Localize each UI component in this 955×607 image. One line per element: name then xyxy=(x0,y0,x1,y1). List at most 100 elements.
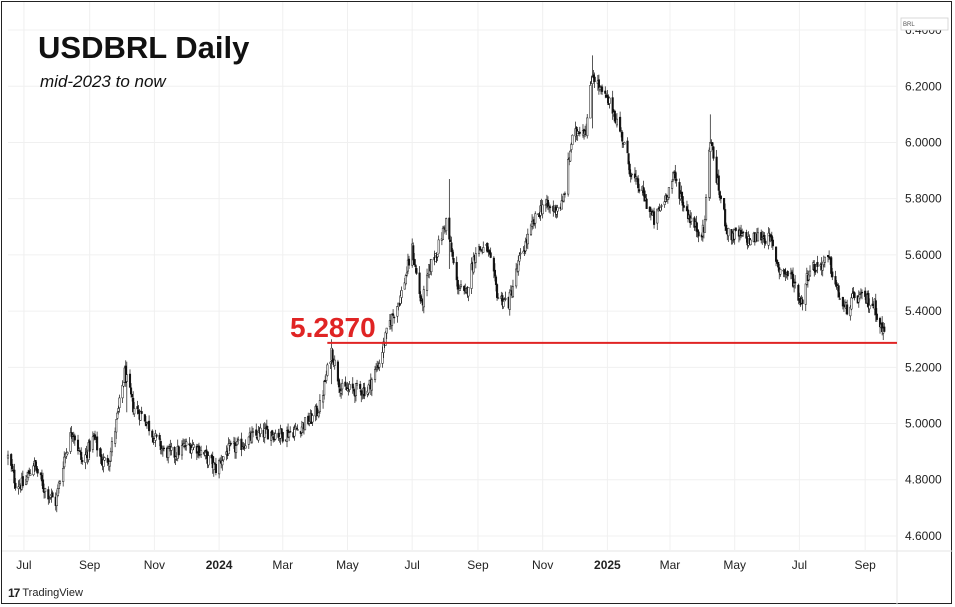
candle-body xyxy=(117,408,120,412)
candle-body xyxy=(659,207,662,211)
candle-body xyxy=(130,387,133,395)
candle-body xyxy=(27,472,30,478)
candle-body xyxy=(378,363,381,368)
candle-body xyxy=(114,431,117,444)
candle-body xyxy=(41,479,45,489)
candle-body xyxy=(853,292,856,299)
candle-body xyxy=(745,232,748,239)
candle-body xyxy=(148,420,151,432)
candle-body xyxy=(131,393,134,397)
candle-body xyxy=(786,271,789,277)
candle-body xyxy=(544,204,547,206)
candle-body xyxy=(39,472,42,476)
candle-body xyxy=(110,441,114,453)
candle-body xyxy=(317,412,320,417)
candle-body xyxy=(723,198,726,210)
candle-body xyxy=(139,411,142,421)
candle-body xyxy=(630,173,633,176)
candle-body xyxy=(734,227,737,231)
candle-body xyxy=(118,397,121,409)
candle-body xyxy=(613,110,616,122)
candle-body xyxy=(212,462,215,471)
candle-body xyxy=(218,460,221,475)
candle-body xyxy=(458,288,461,291)
candle-body xyxy=(237,439,240,442)
candle-body xyxy=(355,383,359,386)
candle-body xyxy=(724,209,727,227)
candle-body xyxy=(58,481,62,484)
candle-body xyxy=(586,117,589,137)
candle-body xyxy=(34,460,37,467)
candle-body xyxy=(493,269,496,277)
candle-body xyxy=(55,493,58,506)
candle-body xyxy=(578,131,581,134)
candle-body xyxy=(725,224,728,231)
candle-body xyxy=(851,293,854,299)
y-tick-label: 5.6000 xyxy=(905,248,942,262)
candle-body xyxy=(367,384,370,394)
x-axis: Jul Sep Nov 2024 Mar May Jul Sep Nov 2025 Mar May Ju… xyxy=(16,558,876,572)
candle-body xyxy=(675,178,678,181)
tradingview-logo[interactable]: 17 TradingView xyxy=(8,586,83,600)
y-tick-label: 6.0000 xyxy=(905,135,942,149)
candle-body xyxy=(874,300,877,316)
candle-body xyxy=(831,271,834,278)
candle-body xyxy=(162,447,165,450)
candle-body xyxy=(837,285,840,298)
candle-body xyxy=(322,395,325,403)
candle-body xyxy=(671,181,674,189)
candle-body xyxy=(289,431,292,433)
candle-body xyxy=(621,132,624,142)
candle-body xyxy=(274,433,277,440)
candle-body xyxy=(864,290,867,297)
candle-body xyxy=(441,227,445,240)
candle-body xyxy=(808,270,812,277)
candle-body xyxy=(14,482,17,489)
y-axis: 6.40006.20006.00005.80005.60005.40005.20… xyxy=(900,17,949,543)
level-label: 5.2870 xyxy=(290,312,376,343)
candle-body xyxy=(606,94,609,97)
candle-body xyxy=(84,454,87,463)
x-tick-label: Nov xyxy=(532,558,553,572)
candle-body xyxy=(108,461,111,467)
candle-body xyxy=(266,429,269,440)
candle-body xyxy=(93,434,97,440)
candle-body xyxy=(449,239,452,242)
candle-body xyxy=(733,229,736,240)
candle-body xyxy=(511,286,515,298)
candle-body xyxy=(351,383,354,389)
candle-body xyxy=(823,256,826,263)
chart-title: USDBRL Daily xyxy=(38,30,250,65)
candle-body xyxy=(571,134,574,146)
candle-body xyxy=(116,412,119,419)
candle-body xyxy=(71,434,74,436)
candle-body xyxy=(62,467,65,482)
candle-body xyxy=(250,432,254,443)
y-tick-label: 4.6000 xyxy=(905,529,942,543)
candle-body xyxy=(709,142,712,152)
candle-body xyxy=(682,205,685,208)
candle-body xyxy=(281,432,284,442)
candle-body xyxy=(170,446,173,451)
candle-body xyxy=(515,268,518,287)
candle-body xyxy=(133,408,136,415)
candle-body xyxy=(816,261,819,267)
candle-body xyxy=(323,381,326,396)
candle-body xyxy=(235,445,238,453)
candle-body xyxy=(79,450,82,452)
candle-body xyxy=(325,374,328,381)
candle-body xyxy=(508,291,511,310)
candle-body xyxy=(859,292,862,295)
candle-body xyxy=(727,228,730,237)
candle-body xyxy=(222,456,225,461)
candle-body xyxy=(173,446,176,458)
candle-body xyxy=(611,97,614,114)
candle-body xyxy=(177,446,180,456)
y-tick-label: 5.0000 xyxy=(905,417,942,431)
candle-body xyxy=(115,419,118,433)
candle-body xyxy=(436,254,439,258)
candle-body xyxy=(28,470,31,475)
candle-body xyxy=(265,425,268,430)
